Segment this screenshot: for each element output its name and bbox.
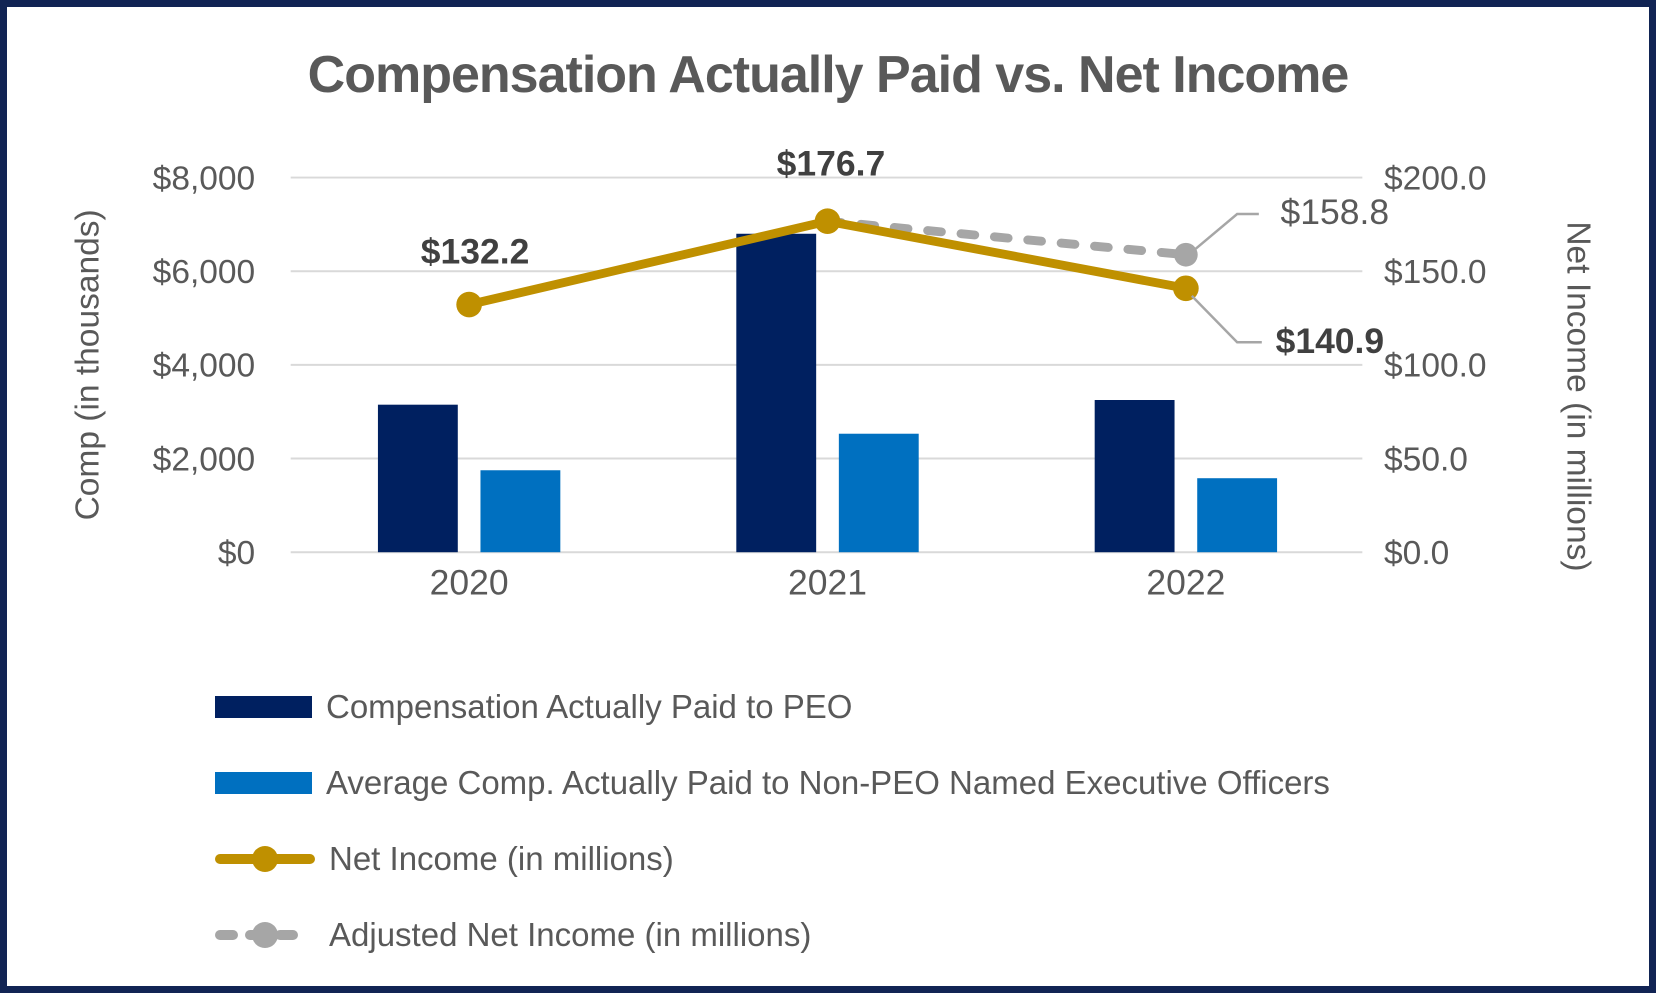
left-axis-tick: $4,000 xyxy=(153,348,256,385)
bar-2020-series1 xyxy=(480,470,561,553)
left-axis-tick: $8,000 xyxy=(153,160,256,197)
x-axis-label: 2022 xyxy=(1146,563,1225,603)
data-label: $176.7 xyxy=(777,144,886,184)
line-series xyxy=(823,216,1191,260)
callout-line xyxy=(1190,295,1262,344)
callout-line xyxy=(1193,212,1259,251)
data-label: $158.8 xyxy=(1281,192,1390,232)
data-label: $140.9 xyxy=(1276,321,1385,361)
line-marker xyxy=(456,291,482,318)
data-label: $132.2 xyxy=(421,231,530,271)
right-axis-tick: $0.0 xyxy=(1384,535,1449,572)
line-marker xyxy=(814,208,841,235)
combo-chart-canvas: $0 $2,000 $4,000 $6,000 $8,000 $0.0 $50.0 $100.… xyxy=(69,144,1596,603)
right-axis-tick: $50.0 xyxy=(1384,441,1468,478)
right-axis-tick: $200.0 xyxy=(1384,160,1487,197)
line-marker xyxy=(1173,275,1199,302)
bar-2020-series0 xyxy=(377,404,458,553)
x-axis-label: 2020 xyxy=(430,563,509,603)
bar-2021-series1 xyxy=(838,433,919,553)
right-axis-tick: $100.0 xyxy=(1384,348,1487,385)
bar-2022-series1 xyxy=(1197,478,1278,553)
x-axis-label: 2021 xyxy=(788,563,867,603)
line-marker xyxy=(1174,242,1198,267)
right-axis-title: Net Income (in millions) xyxy=(1559,221,1596,571)
bar-2021-series0 xyxy=(736,233,817,553)
left-axis-tick: $0 xyxy=(218,535,255,572)
chart-title: Compensation Actually Paid vs. Net Incom… xyxy=(307,46,1350,104)
bar-2022-series0 xyxy=(1094,400,1175,553)
left-axis-tick: $2,000 xyxy=(153,441,256,478)
left-axis-tick: $6,000 xyxy=(153,254,256,291)
right-axis-tick: $150.0 xyxy=(1384,254,1487,291)
left-axis-title: Comp (in thousands) xyxy=(69,209,106,520)
